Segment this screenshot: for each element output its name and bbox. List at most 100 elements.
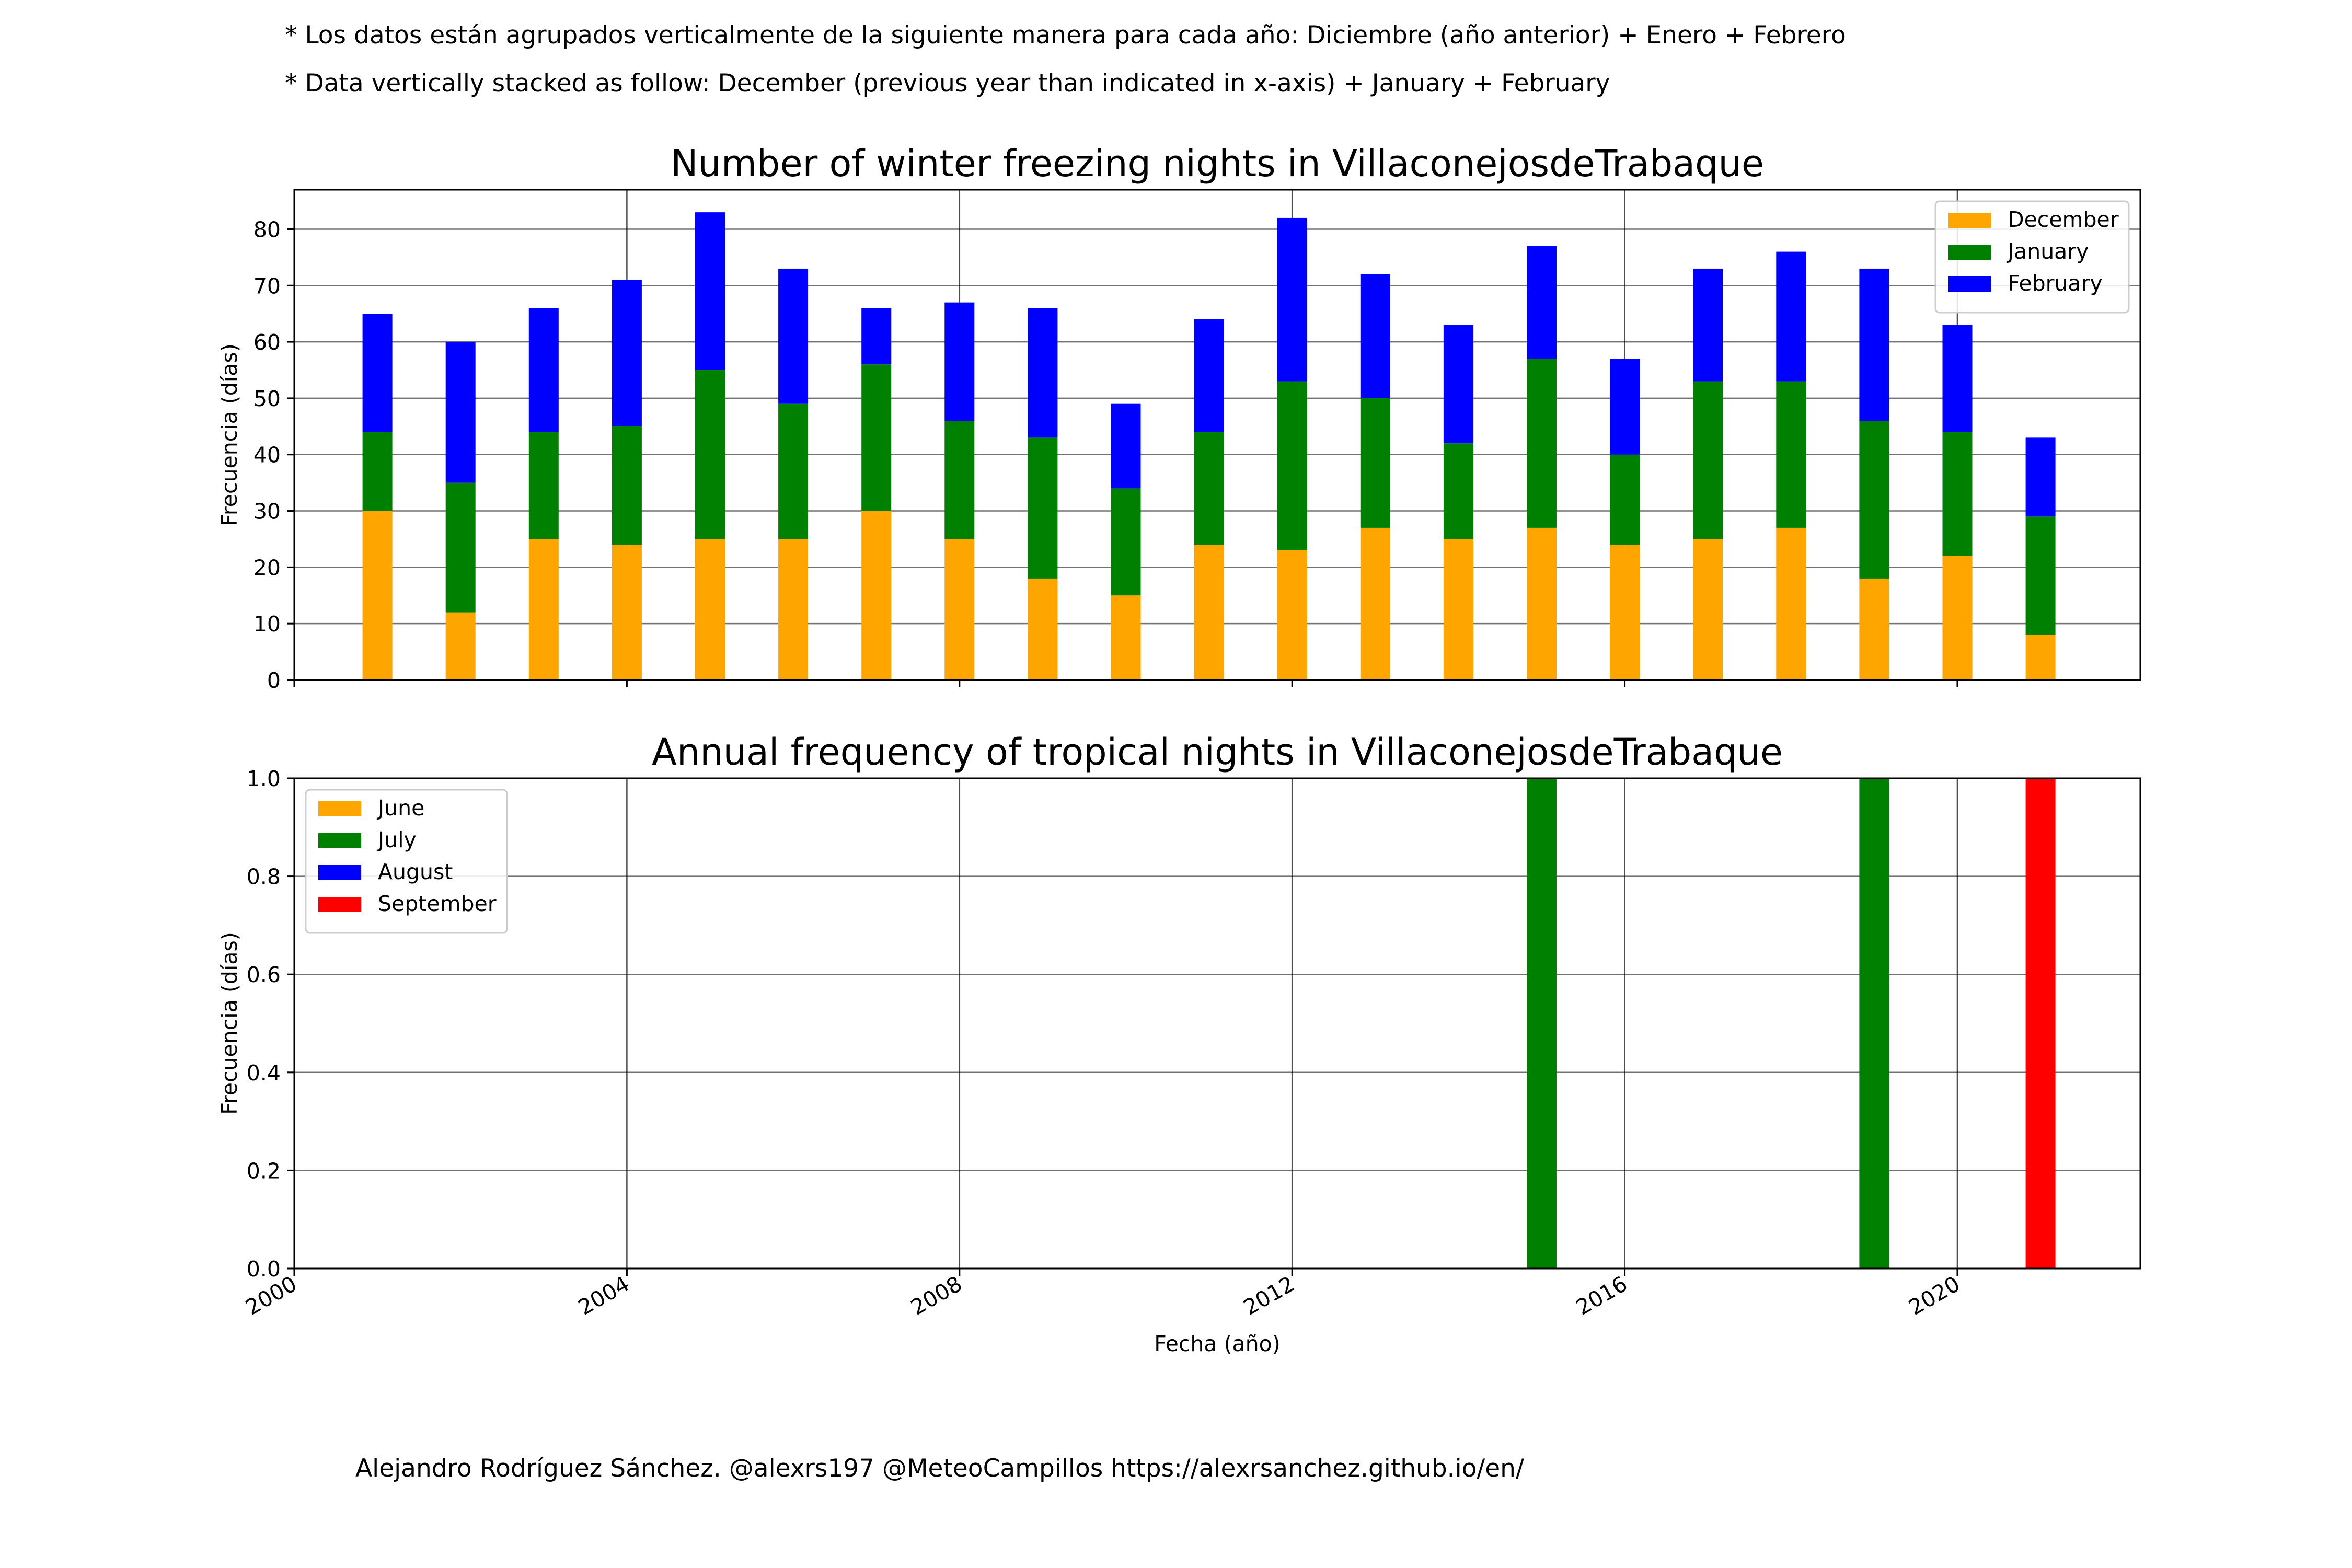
freezing-bar-january-2004 [612, 426, 642, 545]
freezing-bar-december-2014 [1443, 539, 1473, 680]
freezing-ytick-label: 20 [253, 555, 281, 580]
freezing-legend-swatch-january [1948, 245, 1991, 260]
tropical-ylabel: Frecuencia (días) [217, 932, 242, 1115]
freezing-bar-january-2006 [778, 403, 809, 539]
freezing-bar-december-2009 [1028, 578, 1058, 680]
freezing-bar-february-2010 [1111, 403, 1141, 489]
freezing-bar-january-2010 [1111, 488, 1141, 596]
tropical-legend-swatch-august [318, 865, 361, 880]
tropical-ytick-label: 0.0 [247, 1256, 281, 1282]
tropical-bar-september-2021 [2025, 778, 2056, 1269]
freezing-bar-february-2002 [445, 342, 476, 483]
tropical-xtick-label: 2016 [1572, 1271, 1631, 1320]
freezing-bar-january-2016 [1610, 454, 1640, 545]
freezing-bar-january-2009 [1028, 437, 1058, 579]
tropical-legend-label-july: July [376, 827, 417, 852]
freezing-ytick-label: 40 [253, 443, 281, 468]
freezing-legend-label-february: February [2008, 271, 2103, 296]
author-credit: Alejandro Rodríguez Sánchez. @alexrs197 … [355, 1454, 1524, 1483]
freezing-plot-frame [293, 189, 2141, 681]
freezing-bar-january-2005 [695, 370, 725, 539]
freezing-ytick-label: 70 [253, 273, 281, 298]
freezing-ytick-label: 60 [253, 330, 281, 355]
freezing-bar-january-2011 [1194, 432, 1224, 545]
freezing-bar-february-2006 [778, 268, 809, 404]
freezing-bar-january-2014 [1443, 443, 1473, 539]
freezing-legend-swatch-february [1948, 276, 1991, 292]
freezing-bar-february-2013 [1360, 274, 1390, 398]
freezing-bar-january-2021 [2025, 516, 2056, 635]
freezing-ylabel: Frecuencia (días) [217, 343, 242, 526]
freezing-legend-label-january: January [2006, 239, 2089, 264]
freezing-bar-january-2017 [1693, 381, 1723, 539]
freezing-bar-january-2002 [445, 482, 476, 613]
freezing-bar-december-2019 [1859, 578, 1889, 680]
tropical-xtick-label: 2012 [1239, 1271, 1299, 1320]
freezing-bar-december-2006 [778, 539, 809, 680]
freezing-bar-february-2021 [2025, 437, 2056, 517]
freezing-bar-january-2018 [1776, 381, 1806, 528]
tropical-legend-swatch-september [318, 897, 361, 912]
freezing-bar-december-2017 [1693, 539, 1723, 680]
freezing-bar-january-2003 [528, 432, 559, 539]
note-english: * Data vertically stacked as follow: Dec… [285, 69, 1610, 98]
freezing-bar-december-2013 [1360, 527, 1390, 680]
tropical-plot-frame [293, 777, 2141, 1270]
freezing-bar-december-2001 [362, 511, 393, 680]
freezing-bar-december-2016 [1610, 545, 1640, 680]
tropical-ytick-label: 0.2 [247, 1158, 281, 1183]
freezing-legend-swatch-december [1948, 213, 1991, 228]
freezing-bar-february-2020 [1942, 325, 1973, 432]
freezing-bar-february-2009 [1028, 308, 1058, 438]
freezing-bar-february-2001 [362, 314, 393, 432]
freezing-bar-december-2007 [861, 511, 892, 680]
tropical-xlabel: Fecha (año) [1154, 1331, 1280, 1356]
tropical-xtick-label: 2008 [906, 1271, 966, 1320]
freezing-ytick-label: 10 [253, 612, 281, 637]
freezing-bar-february-2004 [612, 280, 642, 426]
tropical-xtick-label: 2004 [574, 1271, 633, 1320]
freezing-bar-february-2007 [861, 308, 892, 365]
freezing-bar-february-2012 [1277, 217, 1307, 382]
tropical-chart-title: Annual frequency of tropical nights in V… [652, 731, 1783, 774]
freezing-bar-december-2012 [1277, 550, 1307, 680]
freezing-bar-december-2002 [445, 612, 476, 680]
tropical-xtick-label: 2020 [1905, 1271, 1964, 1320]
freezing-bar-december-2004 [612, 545, 642, 680]
freezing-bar-january-2012 [1277, 381, 1307, 551]
freezing-bar-december-2020 [1942, 556, 1973, 680]
freezing-bar-december-2008 [944, 539, 975, 680]
freezing-bar-january-2007 [861, 364, 892, 511]
tropical-bar-july-2019 [1859, 778, 1889, 1269]
freezing-bar-december-2021 [2025, 635, 2056, 680]
tropical-legend-swatch-june [318, 801, 361, 816]
tropical-legend-swatch-july [318, 833, 361, 848]
freezing-ytick-label: 50 [253, 386, 281, 411]
note-spanish: * Los datos están agrupados verticalment… [285, 21, 1846, 50]
freezing-bar-february-2018 [1776, 251, 1806, 382]
tropical-ytick-label: 0.4 [247, 1060, 281, 1086]
tropical-legend-label-september: September [378, 891, 497, 916]
freezing-bar-december-2005 [695, 539, 725, 680]
freezing-bar-february-2014 [1443, 325, 1473, 444]
freezing-bar-february-2019 [1859, 268, 1889, 421]
freezing-chart-title: Number of winter freezing nights in Vill… [671, 142, 1764, 185]
freezing-bar-january-2020 [1942, 432, 1973, 556]
freezing-legend-label-december: December [2008, 207, 2119, 232]
tropical-ytick-label: 1.0 [247, 766, 281, 791]
freezing-ytick-label: 0 [267, 668, 281, 693]
freezing-bar-december-2003 [528, 539, 559, 680]
freezing-bar-february-2005 [695, 212, 725, 371]
tropical-ytick-label: 0.6 [247, 962, 281, 987]
freezing-bar-february-2016 [1610, 359, 1640, 455]
freezing-ytick-label: 80 [253, 217, 281, 242]
freezing-ytick-label: 30 [253, 499, 281, 524]
tropical-legend-label-august: August [378, 859, 453, 884]
freezing-bar-december-2010 [1111, 595, 1141, 680]
freezing-bar-february-2017 [1693, 268, 1723, 382]
freezing-bar-january-2013 [1360, 398, 1390, 528]
freezing-bar-december-2015 [1526, 527, 1557, 680]
freezing-bar-february-2003 [528, 308, 559, 432]
freezing-bar-january-2015 [1526, 359, 1557, 528]
